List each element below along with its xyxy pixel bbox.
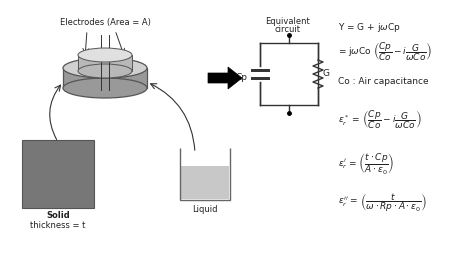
Text: Equivalent: Equivalent (265, 17, 310, 27)
Text: Electrodes (Area = A): Electrodes (Area = A) (60, 17, 150, 27)
Ellipse shape (78, 64, 132, 78)
Polygon shape (63, 68, 147, 88)
Text: Cp: Cp (236, 74, 248, 82)
Text: G: G (323, 69, 330, 79)
Text: Co : Air capacitance: Co : Air capacitance (338, 77, 428, 87)
Text: $\varepsilon_r^*$ = $\left(\dfrac{Cp}{Co} - i\dfrac{G}{\omega Co}\right)$: $\varepsilon_r^*$ = $\left(\dfrac{Cp}{Co… (338, 109, 421, 131)
Ellipse shape (63, 78, 147, 98)
Text: = j$\omega$Co $\left(\dfrac{Cp}{Co} - i\dfrac{G}{\omega Co}\right)$: = j$\omega$Co $\left(\dfrac{Cp}{Co} - i\… (338, 41, 432, 63)
Text: Liquid: Liquid (192, 205, 218, 214)
Polygon shape (78, 55, 132, 71)
Bar (22, 140, 94, 208)
Text: Y = G + j$\omega$Cp: Y = G + j$\omega$Cp (338, 22, 401, 35)
Ellipse shape (78, 48, 132, 62)
Text: Solid: Solid (46, 211, 70, 220)
Bar (181, 166, 229, 199)
Text: thickness = t: thickness = t (30, 220, 86, 230)
Ellipse shape (63, 58, 147, 78)
Polygon shape (208, 67, 242, 89)
Text: $\varepsilon_r^{\prime\prime}$ = $\left(\dfrac{t}{\omega \cdot Rp \cdot A \cdot : $\varepsilon_r^{\prime\prime}$ = $\left(… (338, 192, 428, 214)
Text: $\varepsilon_r'$ = $\left(\dfrac{t \cdot Cp}{A \cdot \varepsilon_0}\right)$: $\varepsilon_r'$ = $\left(\dfrac{t \cdot… (338, 151, 394, 176)
Text: circuit: circuit (275, 25, 301, 35)
